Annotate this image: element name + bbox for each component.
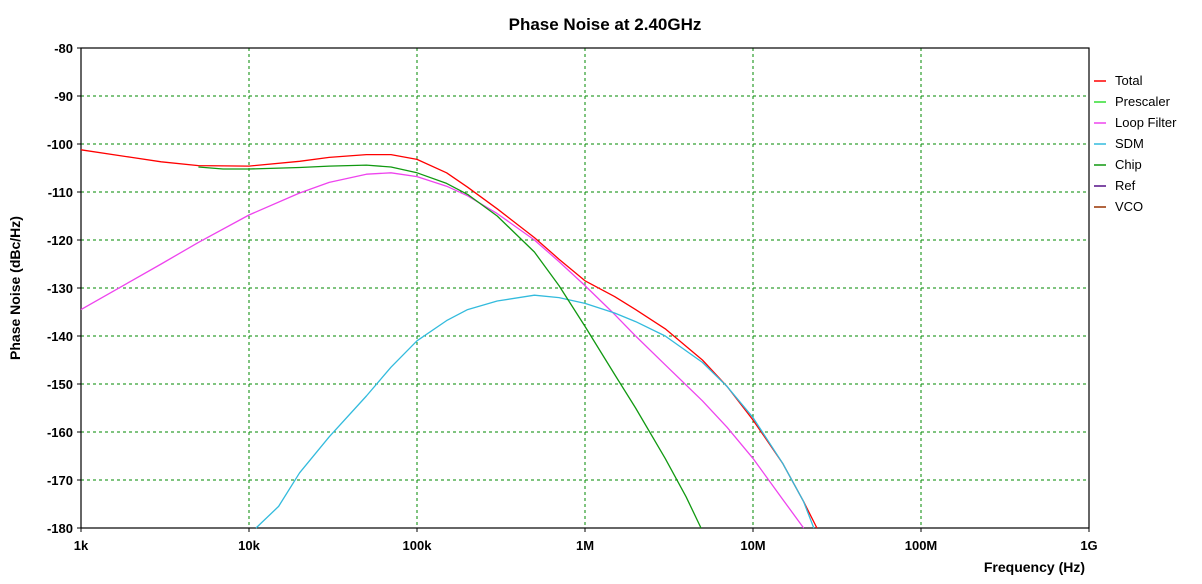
legend-label: VCO <box>1115 199 1143 214</box>
y-tick-label: -160 <box>47 425 73 440</box>
y-tick-label: -100 <box>47 137 73 152</box>
y-tick-label: -150 <box>47 377 73 392</box>
legend-label: Prescaler <box>1115 94 1171 109</box>
legend-label: Ref <box>1115 178 1136 193</box>
y-tick-label: -120 <box>47 233 73 248</box>
legend: Total Prescaler Loop Filter SDM Chip Ref VCO <box>1094 73 1177 214</box>
x-tick-label: 1M <box>576 538 594 553</box>
x-tick-label: 10k <box>238 538 260 553</box>
series-line-chip <box>198 164 702 529</box>
x-tick-label: 10M <box>740 538 765 553</box>
series-line-sdm <box>255 294 815 529</box>
series-line-total <box>80 149 818 529</box>
y-tick-label: -90 <box>54 89 73 104</box>
y-tick-label: -110 <box>48 185 73 200</box>
y-tick-label: -140 <box>47 329 73 344</box>
x-tick-label: 1G <box>1080 538 1097 553</box>
legend-label: Chip <box>1115 157 1142 172</box>
legend-label: SDM <box>1115 136 1144 151</box>
legend-label: Loop Filter <box>1115 115 1177 130</box>
y-tick-label: -80 <box>54 41 73 56</box>
y-tick-label: -180 <box>47 521 73 536</box>
series-lines <box>80 149 818 529</box>
legend-label: Total <box>1115 73 1143 88</box>
y-axis-ticks: -80 -90 -100 -110 -120 -130 -140 -150 -160 -170 -1… <box>47 41 81 536</box>
y-tick-label: -130 <box>47 281 73 296</box>
y-tick-label: -170 <box>47 473 73 488</box>
x-axis-label: Frequency (Hz) <box>984 559 1085 575</box>
chart-title: Phase Noise at 2.40GHz <box>509 15 702 34</box>
y-axis-label: Phase Noise (dBc/Hz) <box>7 216 23 360</box>
x-tick-label: 100k <box>403 538 433 553</box>
x-tick-label: 1k <box>74 538 89 553</box>
grid <box>81 48 1089 528</box>
x-axis-ticks: 1k 10k 100k 1M 10M 100M 1G <box>74 528 1098 553</box>
series-line-loop-filter <box>80 172 805 529</box>
x-tick-label: 100M <box>905 538 938 553</box>
